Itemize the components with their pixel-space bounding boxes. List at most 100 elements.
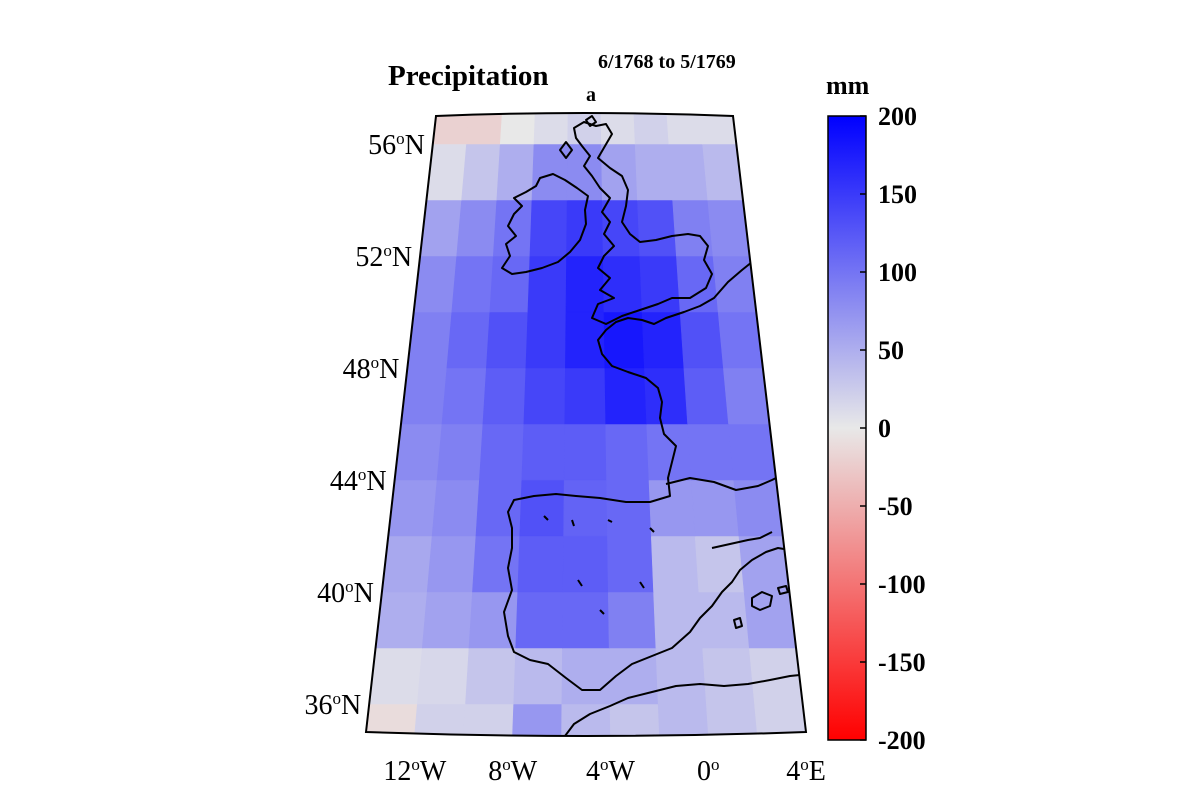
- longitude-labels: 12oW 8oW 4oW 0o 4oE: [383, 755, 825, 787]
- coast-mallorca: [751, 591, 773, 611]
- grid-cell: [426, 535, 477, 593]
- grid-cell: [413, 255, 458, 313]
- grid-cell: [563, 423, 607, 481]
- grid-cell: [687, 423, 735, 481]
- colorbar-unit: mm: [826, 71, 870, 100]
- coast-ibiza: [733, 617, 743, 629]
- grid-cell: [381, 535, 433, 593]
- map-title-period: 6/1768 to 5/1769: [598, 51, 736, 73]
- grid-cell: [519, 479, 565, 537]
- grid-cell: [679, 311, 724, 369]
- grid-cell: [634, 143, 673, 201]
- coastlines: [501, 115, 806, 736]
- grid-cell: [644, 367, 688, 425]
- colorbar-tick-label: 0: [878, 414, 891, 443]
- coast-menorca: [777, 585, 789, 595]
- grid-cell: [400, 367, 448, 425]
- lat-label: 44oN: [330, 465, 387, 497]
- colorbar-tick-label: 150: [878, 180, 917, 209]
- coast-great-britain: [573, 121, 713, 325]
- grid-cell: [482, 367, 527, 425]
- grid-cell: [412, 703, 466, 736]
- grid-cell: [702, 647, 755, 705]
- grid-cell: [607, 591, 657, 649]
- grid-cell: [465, 647, 517, 705]
- grid-cell: [653, 591, 703, 649]
- grid-cell: [676, 255, 719, 313]
- grid-cell: [567, 113, 602, 145]
- grid-cell: [407, 311, 453, 369]
- grid-cell: [521, 423, 566, 481]
- colorbar-tick-label: -100: [878, 570, 926, 599]
- lon-label: 4oW: [586, 755, 636, 787]
- grid-cell: [527, 255, 567, 313]
- grid-cell: [566, 143, 603, 201]
- grid-cell: [609, 703, 661, 736]
- coast-africa: [561, 673, 806, 736]
- coast-catalonia: [711, 531, 773, 549]
- grid-cell: [694, 535, 745, 593]
- coast-ireland: [501, 173, 589, 275]
- lon-label: 12oW: [383, 755, 447, 787]
- coast-mainland: [503, 229, 806, 691]
- map-title-subscript: a: [586, 84, 596, 106]
- grid-cell: [606, 479, 652, 537]
- coast-inland-6: [599, 609, 605, 615]
- grid-cell: [515, 591, 564, 649]
- grid-cell: [486, 311, 529, 369]
- grid-cell: [563, 479, 608, 537]
- grid-cell: [479, 423, 525, 481]
- grid-cell: [717, 311, 764, 369]
- grid-cell: [561, 647, 611, 705]
- grid-cell: [489, 255, 531, 313]
- lon-label: 0o: [697, 755, 720, 787]
- grid-cell: [517, 535, 564, 593]
- grid-cell: [648, 479, 696, 537]
- coast-inland-5: [577, 579, 583, 587]
- grid-cell: [387, 479, 438, 537]
- grid-cell: [431, 479, 480, 537]
- lat-label: 40oN: [317, 577, 374, 609]
- grid-cell: [607, 535, 654, 593]
- grid-cell: [375, 591, 428, 649]
- map-title: Precipitation: [388, 60, 549, 92]
- grid-cell: [668, 143, 709, 201]
- grid-cell: [511, 703, 563, 736]
- grid-cell: [564, 367, 607, 425]
- lon-label: 8oW: [488, 755, 538, 787]
- grid-cell: [461, 703, 514, 736]
- grid-cell: [706, 703, 761, 736]
- coast-inland-4: [649, 527, 655, 533]
- grid-cell: [451, 255, 494, 313]
- colorbar-tick-label: 100: [878, 258, 917, 287]
- grid-cell: [605, 423, 650, 481]
- grid-cell: [723, 367, 770, 425]
- coast-med-france: [665, 475, 781, 491]
- grid-cell: [650, 535, 700, 593]
- grid-cell: [436, 423, 484, 481]
- colorbar-tick-label: -50: [878, 492, 913, 521]
- grid-cell: [698, 591, 750, 649]
- lat-label: 52oN: [355, 241, 412, 273]
- grid-cell: [562, 535, 609, 593]
- colorbar-tick-label: 50: [878, 336, 904, 365]
- grid-cell: [601, 143, 638, 201]
- grid-cell: [456, 199, 498, 257]
- coast-inland-3: [607, 519, 613, 523]
- coast-inland-1: [543, 515, 549, 521]
- grid-cell: [637, 199, 677, 257]
- grid-cell: [441, 367, 487, 425]
- colorbar-ticks: 200 150 100 50 0 -50 -100 -150 -200: [860, 102, 926, 755]
- map-frame: [364, 112, 808, 737]
- grid-cell: [655, 647, 707, 705]
- grid-cell: [417, 647, 470, 705]
- grid-cell: [600, 113, 636, 145]
- coast-hebrides: [559, 141, 573, 159]
- grid-cell: [562, 591, 610, 649]
- grid-cell: [533, 113, 569, 145]
- grid-cell: [632, 113, 670, 145]
- grid-cell: [523, 367, 566, 425]
- grid-cell: [466, 113, 505, 145]
